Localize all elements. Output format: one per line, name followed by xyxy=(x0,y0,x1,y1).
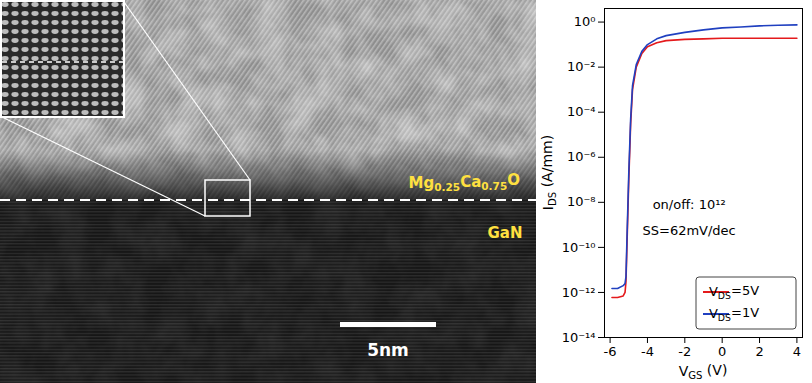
svg-text:SS=62mV/dec: SS=62mV/dec xyxy=(642,223,735,238)
svg-text:10⁻¹⁴: 10⁻¹⁴ xyxy=(562,330,596,345)
svg-text:VGS (V): VGS (V) xyxy=(679,362,728,381)
svg-text:VDS=5V: VDS=5V xyxy=(709,283,759,301)
svg-text:-6: -6 xyxy=(604,344,617,359)
svg-text:VDS=1V: VDS=1V xyxy=(709,305,759,323)
svg-text:10⁻¹²: 10⁻¹² xyxy=(562,285,596,300)
svg-text:10⁻⁶: 10⁻⁶ xyxy=(567,149,596,164)
svg-text:Mg0.25Ca0.75O: Mg0.25Ca0.75O xyxy=(409,171,520,193)
svg-text:10⁻⁴: 10⁻⁴ xyxy=(567,104,596,119)
svg-text:4: 4 xyxy=(793,344,801,359)
svg-text:2: 2 xyxy=(755,344,763,359)
svg-text:0: 0 xyxy=(718,344,726,359)
svg-text:10⁻¹⁰: 10⁻¹⁰ xyxy=(562,240,596,255)
svg-text:IDS (A/mm): IDS (A/mm) xyxy=(540,135,558,210)
svg-text:on/off: 10¹²: on/off: 10¹² xyxy=(653,197,726,212)
svg-text:GaN: GaN xyxy=(488,224,523,242)
svg-text:10⁻⁸: 10⁻⁸ xyxy=(567,194,596,209)
svg-text:5nm: 5nm xyxy=(367,340,409,360)
svg-text:-2: -2 xyxy=(678,344,691,359)
svg-text:10⁰: 10⁰ xyxy=(574,14,596,29)
svg-text:-4: -4 xyxy=(641,344,654,359)
svg-text:10⁻²: 10⁻² xyxy=(567,59,596,74)
